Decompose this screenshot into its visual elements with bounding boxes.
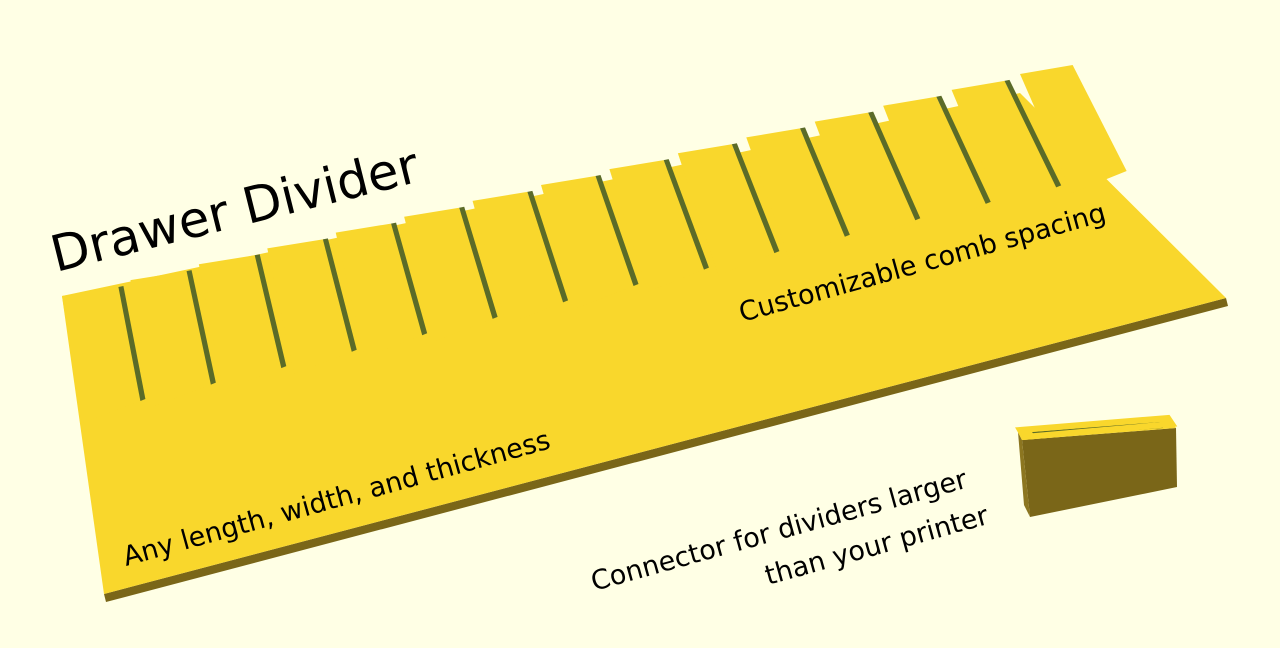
comb-tooth [1020, 65, 1127, 193]
comb-tooth [883, 96, 986, 226]
comb-slot-shadow [1004, 79, 1062, 188]
comb-slot-shadow [595, 175, 639, 286]
connector-side [1018, 432, 1030, 517]
comb-slot-shadow [186, 270, 216, 385]
comb-tooth [62, 287, 141, 423]
comb-slot-shadow [936, 95, 991, 204]
comb-tooth [335, 223, 423, 358]
connector-piece [1015, 414, 1178, 517]
comb-tooth [541, 176, 634, 308]
comb-slot-shadow [731, 143, 780, 254]
comb-slot-shadow [118, 286, 146, 401]
connector-slot-rim [1015, 414, 1178, 441]
comb-tooth [404, 207, 493, 341]
divider-plate-edge [104, 298, 1228, 602]
divider-plate [62, 65, 1228, 602]
comb-slot-shadow [663, 159, 709, 270]
comb-tooth [677, 144, 775, 276]
comb-tooth [746, 128, 845, 259]
comb-tooth [267, 239, 352, 374]
comb-slot-shadow [459, 206, 498, 319]
comb-slot-shadow [322, 238, 357, 352]
comb-slots [62, 65, 1127, 423]
comb-slot-shadow [254, 254, 287, 369]
comb-tooth [609, 160, 704, 292]
comb-tooth [472, 191, 564, 325]
comb-slot-shadow [800, 127, 850, 237]
comb-tooth [130, 271, 211, 407]
comb-tooth [198, 255, 282, 391]
connector-front [1022, 428, 1177, 517]
comb-tooth [814, 112, 916, 243]
comb-slot-shadow [527, 190, 569, 303]
comb-tooth [951, 80, 1057, 210]
comb-slot-shadow [868, 111, 921, 221]
comb-slot-shadow [391, 222, 428, 336]
